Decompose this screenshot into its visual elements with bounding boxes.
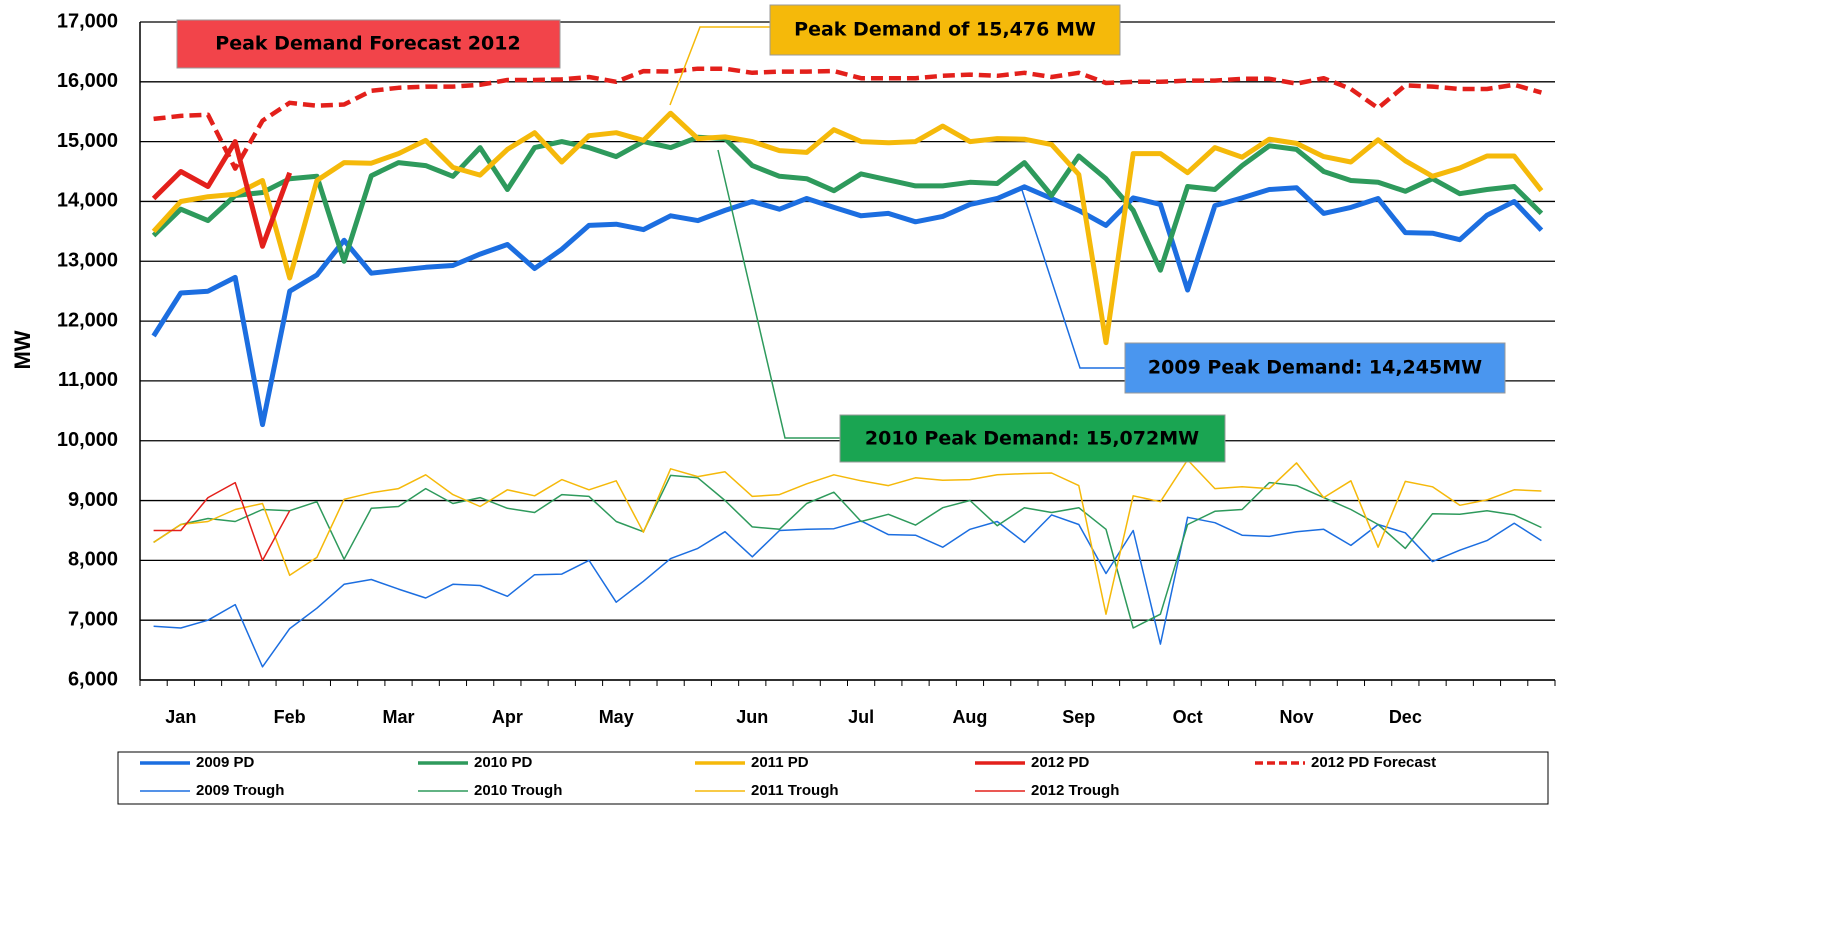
legend-label: 2009 Trough	[196, 782, 284, 799]
legend-label: 2012 Trough	[1031, 782, 1119, 799]
x-tick-label: Apr	[492, 707, 523, 727]
annotation-box	[176, 19, 561, 69]
legend-label: 2009 PD	[196, 754, 255, 771]
x-tick-label: Nov	[1279, 707, 1313, 727]
y-tick-label: 7,000	[68, 608, 118, 630]
series-line	[153, 459, 1542, 615]
series-line	[153, 514, 1542, 668]
annotation-box	[769, 4, 1121, 56]
series-line	[151, 134, 1544, 273]
annotation: Peak Demand of 15,476 MW	[794, 19, 1096, 41]
x-tick-label: Aug	[952, 707, 987, 727]
x-tick-label: Oct	[1173, 707, 1203, 727]
lines	[151, 66, 1544, 668]
y-tick-label: 11,000	[58, 369, 118, 391]
series-line	[153, 474, 1542, 629]
x-tick-label: Feb	[274, 707, 306, 727]
legend-label: 2010 Trough	[474, 782, 562, 799]
annotation: 2010 Peak Demand: 15,072MW	[865, 428, 1199, 450]
series-line	[153, 481, 291, 562]
y-tick-label: 17,000	[57, 10, 118, 32]
legend-label: 2010 PD	[474, 754, 533, 771]
legend: 2009 PD 2010 PD 2011 PD 2012 PD 2012 PD Fore…	[140, 754, 1436, 799]
x-tick-label: Jul	[848, 707, 874, 727]
legend-label: 2012 PD Forecast	[1311, 754, 1436, 771]
legend-label: 2012 PD	[1031, 754, 1090, 771]
y-tick-label: 8,000	[68, 549, 118, 571]
x-tick-label: Jan	[165, 707, 196, 727]
y-tick-label: 16,000	[57, 70, 118, 92]
series-line	[151, 184, 1544, 428]
annotation: Peak Demand Forecast 2012	[215, 33, 520, 55]
y-axis-label: MW	[10, 330, 35, 369]
leader-line	[1021, 189, 1125, 369]
annotation-box	[839, 414, 1226, 463]
y-tick-label: 6,000	[68, 668, 118, 690]
x-tick-label: Mar	[383, 707, 415, 727]
annotations: Peak Demand Forecast 2012 Peak Demand of…	[176, 4, 1506, 463]
legend-box	[117, 751, 1549, 805]
annotation: 2009 Peak Demand: 14,245MW	[1148, 357, 1482, 379]
x-tick-label: May	[599, 707, 634, 727]
legend-label: 2011 Trough	[751, 782, 839, 799]
series-line	[153, 66, 1543, 171]
annotation-box	[1124, 342, 1506, 394]
x-tick-label: Jun	[736, 707, 768, 727]
series-line	[151, 139, 293, 249]
series-line	[151, 110, 1544, 346]
leader-line	[669, 26, 770, 106]
x-tick-label: Sep	[1062, 707, 1095, 727]
grid: 6,000 7,000 8,000 9,000 10,000 11,000 12,000 13…	[57, 10, 1556, 727]
leader-line	[717, 149, 840, 439]
y-tick-label: 15,000	[57, 130, 118, 152]
legend-label: 2011 PD	[751, 754, 809, 771]
y-tick-label: 9,000	[68, 489, 118, 511]
y-tick-label: 14,000	[57, 190, 118, 212]
y-tick-label: 10,000	[57, 429, 118, 451]
y-tick-label: 12,000	[57, 309, 118, 331]
y-tick-label: 13,000	[57, 250, 118, 272]
x-tick-label: Dec	[1389, 707, 1422, 727]
